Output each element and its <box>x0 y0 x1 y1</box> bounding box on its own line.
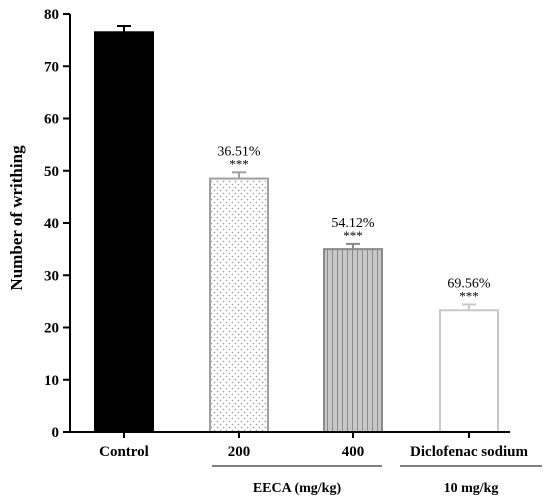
x-tick-label: 400 <box>342 444 365 460</box>
bar <box>94 31 154 433</box>
y-tick-label: 60 <box>44 112 59 128</box>
x-tick-label: Diclofenac sodium <box>410 444 528 460</box>
bars <box>94 25 499 434</box>
y-axis: 0 10 20 30 40 50 60 70 80 <box>44 7 71 441</box>
x-tick-label: Control <box>99 444 149 460</box>
y-tick-label: 10 <box>44 373 59 389</box>
y-tick-label: 20 <box>44 321 59 337</box>
bar <box>323 248 383 433</box>
percent-inhibition-label: 54.12% <box>331 216 375 231</box>
x-axis: Control 200 400 Diclofenac sodium EECA (mg/k… <box>69 431 542 496</box>
y-tick-label: 70 <box>44 59 59 75</box>
y-tick-label: 40 <box>44 216 59 232</box>
annotations: ***36.51%***54.12%***69.56% <box>217 144 491 303</box>
bar <box>439 309 499 434</box>
significance-marker: *** <box>459 289 479 304</box>
significance-marker: *** <box>229 156 249 171</box>
significance-marker: *** <box>343 228 363 243</box>
bar <box>209 177 269 433</box>
y-axis-title: Number of writhing <box>7 145 26 291</box>
y-tick-label: 80 <box>44 7 59 23</box>
x-tick-label: 200 <box>228 444 251 460</box>
percent-inhibition-label: 36.51% <box>217 144 261 159</box>
group-label: 10 mg/kg <box>444 481 499 496</box>
group-label: EECA (mg/kg) <box>253 481 342 496</box>
y-tick-label: 50 <box>44 164 59 180</box>
percent-inhibition-label: 69.56% <box>447 277 491 292</box>
y-tick-label: 0 <box>52 425 60 441</box>
y-tick-label: 30 <box>44 268 59 284</box>
